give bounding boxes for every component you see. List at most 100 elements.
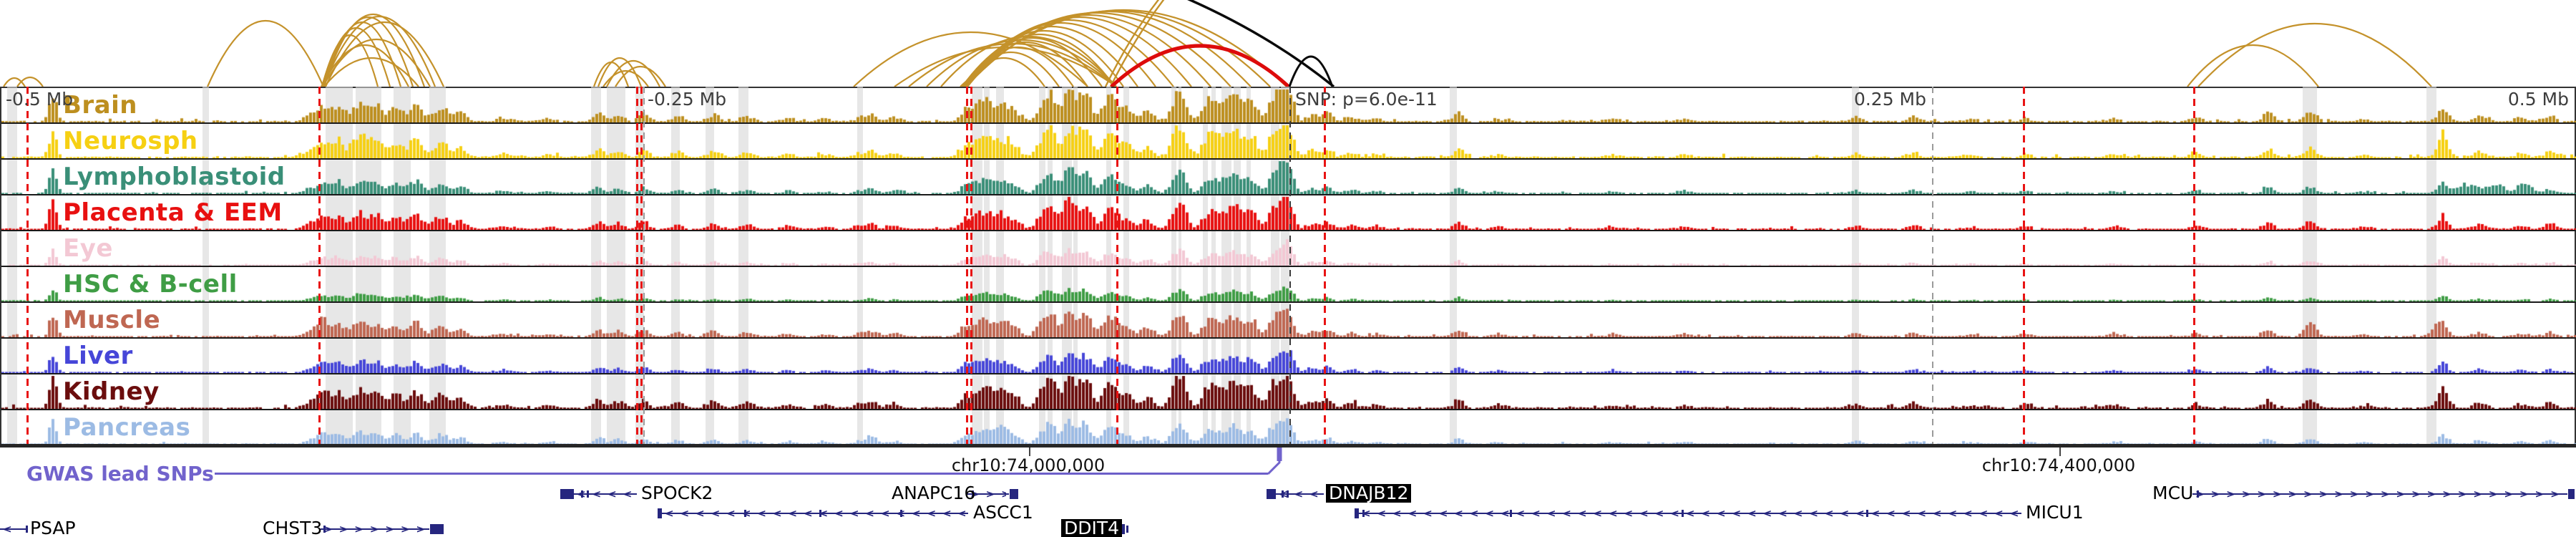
exon-tick [1287,490,1289,498]
signal-track-brain[interactable]: Brain [1,88,2576,124]
coordinate-label: chr10:74,400,000 [1981,455,2136,475]
signal-canvas[interactable] [1,124,2576,158]
gene-psap[interactable]: < [0,523,2576,536]
signal-canvas[interactable] [1,339,2576,373]
gene-label-spock2[interactable]: SPOCK2 [641,483,713,503]
signal-canvas[interactable] [1,88,2576,122]
lead-snp-tick[interactable] [1277,447,1282,461]
gene-ddit4[interactable] [0,523,2576,536]
signal-track-hsc-b-cell[interactable]: HSC & B-cell [1,267,2576,303]
signal-track-kidney[interactable]: Kidney [1,374,2576,410]
gene-dnajb12[interactable]: <<< [0,488,2576,500]
gene-line [2192,493,2567,495]
gene-spock2[interactable]: <<<<< [0,488,2576,500]
gwas-snp-callout [1267,447,1282,475]
strand-arrows: <<<<<<<<<<<<<<<<<<<<<<<<<<<<<<<<<<<<<<<<… [1362,507,2019,520]
chromatin-interaction-arc[interactable] [602,69,649,87]
track-label: Kidney [63,377,160,406]
gene-line [0,528,27,530]
snp-interaction-arc[interactable] [1288,55,1334,87]
gene-chst3[interactable]: >>>>>>>>> [0,523,2576,536]
exon-tick [819,510,821,517]
gene-mcu[interactable]: >>>>>>>>>>>>>>>>>>>>>>>>>>>>>>>> [0,488,2576,500]
signal-canvas[interactable] [1,410,2576,445]
chromatin-interaction-arc[interactable] [894,47,1117,87]
chromatin-interaction-arc[interactable] [16,76,44,87]
signal-canvas[interactable] [1,374,2576,409]
signal-canvas[interactable] [1,303,2576,337]
snp-correlated-guide-line [970,87,972,445]
ruler-mb-label: -0.25 Mb [648,89,727,110]
snp-correlated-guide-line [318,87,321,445]
gene-label-anapc16[interactable]: ANAPC16 [892,483,976,503]
signal-track-area: Brain Neurosph Lymphoblastoid Placenta & EE… [0,87,2576,446]
signal-track-neurosph[interactable]: Neurosph [1,124,2576,160]
coordinate-tick [2059,448,2061,456]
signal-canvas[interactable] [1,195,2576,230]
signal-track-pancreas[interactable]: Pancreas [1,410,2576,446]
chromatin-interaction-arc[interactable] [322,38,431,87]
signal-track-eye[interactable]: Eye [1,231,2576,267]
snp-correlated-guide-line [2193,87,2195,445]
signal-track-lymphoblastoid[interactable]: Lymphoblastoid [1,160,2576,195]
chromatin-interaction-arc[interactable] [908,43,1117,87]
signal-canvas[interactable] [1,267,2576,301]
strand-arrows: <<<<< [577,488,634,500]
snp-linked-interaction-arc[interactable] [1110,44,1290,87]
chromatin-interaction-arc[interactable] [321,14,426,87]
chromatin-interaction-arc-clipped[interactable] [1109,0,1168,87]
ruler-tick-dashed [1932,87,1933,445]
strand-arrows: >>>>>>>>> [323,523,426,536]
chromatin-interaction-arc[interactable] [962,33,1116,87]
gene-label-ddit4[interactable]: DDIT4 [1061,519,1123,537]
track-label: Brain [63,91,137,120]
chromatin-interaction-arc[interactable] [2197,23,2432,87]
signal-canvas[interactable] [1,160,2576,194]
coordinate-tick [1029,448,1030,456]
exon-box [1010,489,1018,499]
gene-label-ascc1[interactable]: ASCC1 [973,502,1033,523]
snp-interaction-line[interactable] [1177,0,1335,87]
gene-label-mcu[interactable]: MCU [2152,483,2194,503]
exon-tick [1682,510,1684,517]
snp-correlated-guide-line [1116,87,1118,445]
strand-arrows: <<<<<<<<<<<<<<<<<<<<<<<<<< [665,507,965,520]
strand-arrows: >>> [970,488,1006,500]
chromatin-interaction-arc[interactable] [926,39,1117,87]
gene-label-psap[interactable]: PSAP [30,518,76,537]
gene-anapc16[interactable]: >>> [0,488,2576,500]
chromatin-interaction-arc[interactable] [615,66,666,87]
gene-label-chst3[interactable]: CHST3 [263,518,323,537]
chromatin-interaction-arc[interactable] [961,12,1231,87]
chromatin-interaction-arc[interactable] [323,57,419,87]
chromatin-interaction-arc[interactable] [3,77,26,87]
chromatin-interaction-arc[interactable] [206,19,325,87]
track-label: Neurosph [63,127,198,155]
gene-label-dnajb12[interactable]: DNAJB12 [1326,484,1412,503]
signal-canvas[interactable] [1,231,2576,266]
chromatin-interaction-arc[interactable] [323,16,414,87]
interaction-arcs-layer[interactable] [0,0,2576,87]
signal-track-muscle[interactable]: Muscle [1,303,2576,339]
signal-track-placenta-eem[interactable]: Placenta & EEM [1,195,2576,231]
signal-track-liver[interactable]: Liver [1,339,2576,374]
chromatin-interaction-arc[interactable] [940,36,1117,87]
gene-micu1[interactable]: <<<<<<<<<<<<<<<<<<<<<<<<<<<<<<<<<<<<<<<<… [0,507,2576,520]
coordinate-axis-line [0,444,2576,448]
chromatin-interaction-arc-clipped[interactable] [1104,0,1163,87]
gene-ascc1[interactable]: <<<<<<<<<<<<<<<<<<<<<<<<<< [0,507,2576,520]
chromatin-interaction-arc[interactable] [597,57,643,87]
chromatin-interaction-arc[interactable] [322,16,436,87]
chromatin-interaction-arc[interactable] [2187,44,2319,87]
chromatin-interaction-arc[interactable] [321,44,409,87]
gene-label-micu1[interactable]: MICU1 [2026,502,2084,523]
ruler-mb-label: 0.25 Mb [1853,89,1926,110]
strand-arrows: < [3,523,19,536]
lead-snp-position-line [1289,87,1291,445]
chromatin-interaction-arc[interactable] [853,32,1088,87]
gene-line [321,528,429,530]
chromatin-interaction-arc[interactable] [962,19,1174,87]
chromatin-interaction-arc[interactable] [960,9,1287,87]
snp-correlated-guide-line [26,87,29,445]
